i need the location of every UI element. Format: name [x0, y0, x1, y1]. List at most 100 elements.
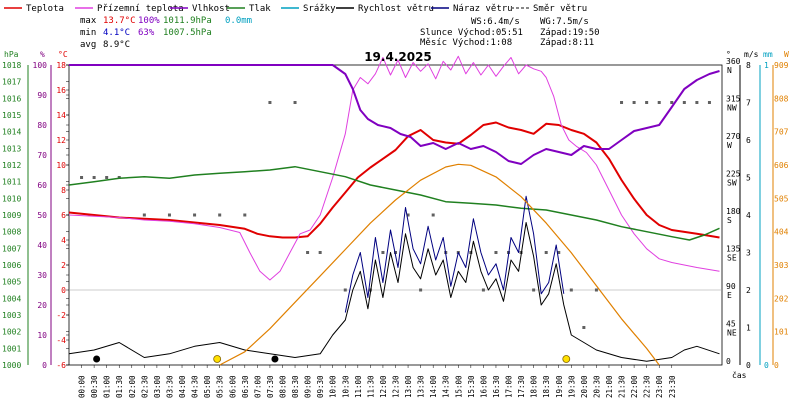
- axis-label-hpa: hPa: [4, 50, 19, 59]
- x-tick-label: 06:30: [241, 375, 250, 398]
- axis-tick-pct: 40: [37, 241, 47, 250]
- direction-point: [707, 101, 711, 104]
- axis-tick-temp: 8: [61, 186, 66, 195]
- sun-marker: [213, 355, 222, 363]
- direction-point: [557, 251, 561, 254]
- direction-point: [243, 213, 247, 217]
- x-tick-label: 09:00: [304, 375, 313, 398]
- x-tick-label: 16:30: [492, 375, 501, 398]
- info-panel: WS:6.4m/s WG:7.5m/s Slunce Východ:05:51 …: [420, 17, 600, 48]
- axis-tick-hpa: 1001: [2, 344, 21, 353]
- axis-tick-pct: 10: [37, 331, 47, 340]
- direction-point: [645, 101, 649, 104]
- axis-tick-dir: 90: [726, 282, 736, 291]
- legend-label: Náraz větru: [453, 4, 513, 14]
- axis-tick-temp: 10: [56, 161, 66, 170]
- direction-point: [167, 213, 171, 217]
- axis-tick-pct: 70: [37, 151, 47, 160]
- series-dew: [68, 55, 720, 281]
- axis-tick-ms: 6: [746, 136, 751, 145]
- axis-tick-dir: 45: [726, 320, 736, 329]
- x-tick-label: 19:00: [555, 375, 564, 398]
- x-tick-label: 01:00: [103, 375, 112, 398]
- sun-marker: [562, 355, 571, 363]
- info-moon-set: Západ:8:11: [540, 38, 594, 48]
- axis-tick-temp: 6: [61, 211, 66, 220]
- axis-label-ms: m/s: [744, 50, 759, 59]
- x-axis-label: čas: [732, 370, 747, 380]
- axis-tick-hpa: 1002: [2, 328, 21, 337]
- axis-tick-temp: 18: [56, 61, 66, 70]
- x-tick-label: 19:30: [567, 375, 576, 398]
- x-tick-label: 00:30: [90, 375, 99, 398]
- axis-tick-hpa: 1009: [2, 211, 21, 220]
- x-tick-label: 12:00: [379, 375, 388, 398]
- axis-tick-wm2: 303: [774, 261, 789, 270]
- axis-tick-hpa: 1011: [2, 178, 21, 187]
- direction-point: [582, 326, 586, 329]
- axis-tick-pct: 90: [37, 91, 47, 100]
- x-tick-label: 21:30: [618, 375, 627, 398]
- legend-label: Srážky: [303, 4, 336, 14]
- axis-tick-pct: 50: [37, 211, 47, 220]
- x-tick-label: 20:30: [592, 375, 601, 398]
- axis-tick-hpa: 1018: [2, 61, 21, 70]
- x-tick-label: 18:00: [530, 375, 539, 398]
- info-sun-set: Západ:19:50: [540, 28, 600, 38]
- info-wg: WG:7.5m/s: [540, 17, 589, 27]
- chart-legend: Teplota Přízemní teplota Vlhkost Tlak Srážky…: [4, 4, 587, 14]
- axis-tick-dir: 0: [726, 357, 731, 366]
- axis-tick-dir-name: W: [727, 141, 732, 150]
- legend-item: Vlhkost: [170, 4, 230, 14]
- axis-tick-mm: 1: [764, 61, 769, 70]
- axis-tick-pct: 0: [42, 361, 47, 370]
- stat-min-label: min: [80, 28, 96, 38]
- axis-tick-dir-name: NW: [727, 104, 737, 113]
- info-sun-rise: Slunce Východ:05:51: [420, 28, 523, 38]
- axis-tick-hpa: 1017: [2, 78, 21, 87]
- axis-tick-hpa: 1010: [2, 194, 21, 203]
- legend-item: Tlak: [227, 4, 271, 14]
- axis-tick-ms: 1: [746, 324, 751, 333]
- legend-label: Rychlost větru: [358, 4, 434, 14]
- legend-item: Srážky: [281, 4, 336, 14]
- axis-tick-mm: 0: [764, 361, 769, 370]
- axis-tick-hpa: 1006: [2, 261, 21, 270]
- x-tick-label: 03:30: [165, 375, 174, 398]
- x-tick-label: 09:30: [316, 375, 325, 398]
- x-tick-label: 02:00: [128, 375, 137, 398]
- x-tick-label: 13:30: [417, 375, 426, 398]
- stat-avg-label: avg: [80, 40, 96, 50]
- axis-label-temp: °C: [58, 50, 68, 59]
- direction-point: [494, 251, 498, 254]
- axis-tick-wm2: 808: [774, 94, 789, 103]
- axis-tick-ms: 0: [746, 361, 751, 370]
- legend-label: Přízemní teplota: [97, 4, 184, 14]
- direction-point: [431, 213, 435, 217]
- axis-tick-hpa: 1012: [2, 161, 21, 170]
- x-tick-label: 10:00: [329, 375, 338, 398]
- axis-tick-dir: 135: [726, 245, 741, 254]
- stat-max-hum: 100%: [138, 16, 160, 26]
- legend-label: Tlak: [249, 4, 271, 14]
- direction-point: [343, 288, 347, 292]
- series-gust: [344, 195, 565, 313]
- axis-tick-dir-name: S: [727, 216, 732, 225]
- x-tick-label: 11:30: [366, 375, 375, 398]
- direction-point: [193, 213, 197, 217]
- plot-area: [68, 55, 720, 366]
- x-tick-label: 18:30: [542, 375, 551, 398]
- direction-point: [419, 288, 423, 292]
- axis-tick-hpa: 1005: [2, 278, 21, 287]
- axis-tick-hpa: 1016: [2, 94, 21, 103]
- x-tick-label: 01:30: [115, 375, 124, 398]
- axis-tick-hpa: 1015: [2, 111, 21, 120]
- plot-frame: [68, 64, 723, 366]
- axis-tick-hpa: 1004: [2, 294, 21, 303]
- direction-point: [544, 251, 548, 254]
- info-moon-rise: Měsíc Východ:1:08: [420, 38, 512, 48]
- x-tick-label: 15:30: [467, 375, 476, 398]
- axis-tick-hpa: 1007: [2, 244, 21, 253]
- axis-tick-wm2: 202: [774, 294, 789, 303]
- axis-tick-ms: 3: [746, 249, 751, 258]
